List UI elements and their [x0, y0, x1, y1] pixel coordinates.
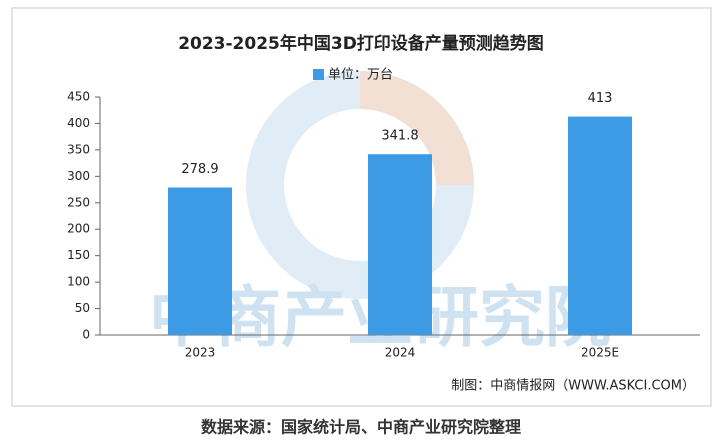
y-tick-label: 150: [67, 248, 90, 262]
y-tick-label: 250: [67, 195, 90, 209]
legend-swatch: [313, 69, 324, 80]
x-tick-label: 2025E: [581, 346, 619, 360]
x-tick-label: 2023: [185, 346, 216, 360]
value-label: 413: [588, 91, 613, 106]
footer-source: 数据来源：国家统计局、中商产业研究院整理: [201, 418, 521, 437]
y-tick-label: 0: [82, 328, 90, 342]
credit: 制图：中商情报网（WWW.ASKCI.COM）: [451, 379, 695, 394]
logo-watermark-accent: [359, 71, 474, 186]
legend-label: 单位：万台: [328, 68, 393, 83]
y-tick-label: 200: [67, 222, 90, 236]
x-tick-label: 2024: [385, 346, 416, 360]
y-tick-label: 450: [67, 90, 90, 104]
chart-title: 2023-2025年中国3D打印设备产量预测趋势图: [178, 33, 544, 54]
y-tick-label: 400: [67, 116, 90, 130]
y-tick-label: 350: [67, 142, 90, 156]
value-label: 341.8: [381, 129, 418, 144]
y-tick-label: 100: [67, 275, 90, 289]
y-tick-label: 300: [67, 169, 90, 183]
y-tick-label: 50: [75, 301, 90, 315]
bar: [368, 154, 432, 335]
bar: [568, 116, 632, 336]
bar: [168, 187, 232, 335]
value-label: 278.9: [181, 162, 218, 177]
